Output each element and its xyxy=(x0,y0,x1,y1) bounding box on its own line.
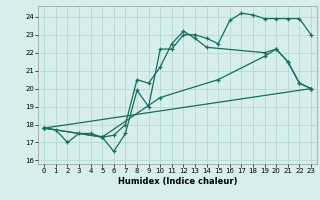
X-axis label: Humidex (Indice chaleur): Humidex (Indice chaleur) xyxy=(118,177,237,186)
